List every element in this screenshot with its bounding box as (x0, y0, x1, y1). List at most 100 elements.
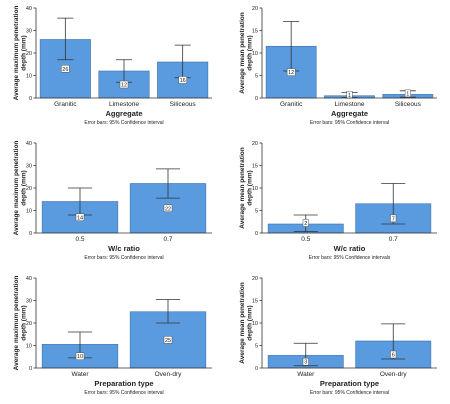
y-axis-title: Average maximum penetrationdepth (mm) (13, 141, 28, 236)
data-label: 16 (180, 78, 186, 84)
x-axis-title: Preparation type (320, 379, 379, 388)
error-bar-note: Error bars: 95% Confidence interval (310, 390, 389, 396)
data-label: 6 (392, 353, 395, 359)
y-tick-label: 20 (26, 186, 32, 192)
chart-panel-middle-left: 0 10 20 30 40 14 0.5 22 0.7 W/c ratio Average maxi… (13, 141, 212, 261)
y-tick-label: 15 (252, 299, 258, 305)
x-category-label: Granitic (54, 101, 77, 108)
y-tick-label: 20 (252, 6, 258, 12)
y-tick-label: 0 (255, 231, 258, 237)
x-category-label: Limestone (109, 101, 139, 108)
error-bar-note: Error bars: 95% Confidence interval (84, 120, 163, 126)
data-label: 25 (165, 338, 171, 344)
y-tick-label: 40 (26, 141, 32, 147)
x-category-label: 0.5 (75, 236, 84, 243)
data-label: 3 (304, 360, 307, 366)
x-category-label: 0.7 (163, 236, 172, 243)
y-tick-label: 20 (252, 141, 258, 147)
data-label-box (390, 350, 397, 359)
x-category-label: Oven-dry (155, 371, 182, 378)
y-tick-label: 10 (26, 344, 32, 350)
y-tick-label: 0 (29, 96, 32, 102)
x-axis-title: W/c ratio (334, 244, 366, 253)
y-axis-title: Average mean penetrationdepth (mm) (239, 282, 254, 363)
y-tick-label: 5 (255, 209, 258, 215)
x-category-label: Siliceous (170, 101, 197, 108)
y-axis-title-line: Average mean penetration (239, 12, 246, 93)
y-tick-label: 30 (26, 299, 32, 305)
data-label-box (302, 219, 309, 227)
data-label: 1 (406, 91, 409, 97)
error-bar-note: Error bars: 95% Confidence interval (84, 390, 163, 396)
y-tick-label: 30 (26, 164, 32, 170)
chart-panel-middle-right: 0 5 10 15 20 2 0.5 7 0.7 W/c ratio Average mean pe… (239, 141, 437, 261)
y-tick-label: 20 (26, 321, 32, 327)
y-axis-title-line: depth (mm) (247, 305, 254, 340)
y-axis-title-line: depth (mm) (21, 35, 28, 70)
y-axis-title: Average mean penetrationdepth (mm) (239, 147, 254, 228)
data-label-box (404, 89, 411, 98)
y-tick-label: 10 (26, 209, 32, 215)
data-label: 12 (288, 70, 294, 76)
y-axis-title-line: Average mean penetration (239, 282, 246, 363)
data-label-box (119, 80, 129, 89)
y-tick-label: 0 (29, 366, 32, 372)
x-axis-title: Aggregate (105, 109, 142, 118)
x-category-label: Water (297, 371, 315, 378)
error-bar-note: Error bars: 95% Confidence intervals (309, 255, 391, 261)
data-label-box (163, 204, 173, 212)
error-bar-note: Error bars: 95% Confidence interval (84, 255, 163, 261)
y-axis-title-line: depth (mm) (21, 305, 28, 340)
y-tick-label: 40 (26, 6, 32, 12)
data-label-box (75, 352, 85, 360)
y-tick-label: 0 (255, 96, 258, 102)
data-label-box (302, 357, 309, 366)
y-tick-label: 0 (29, 231, 32, 237)
data-label: 10 (77, 354, 83, 360)
y-axis-title: Average maximum penetrationdepth (mm) (13, 276, 28, 371)
x-axis-title: W/c ratio (108, 244, 140, 253)
y-tick-label: 5 (255, 74, 258, 80)
data-label-box (61, 65, 70, 73)
y-tick-label: 5 (255, 344, 258, 350)
error-bar-note: Error bars: 95% Confidence interval (310, 120, 389, 126)
data-label: 14 (77, 215, 83, 221)
y-tick-label: 10 (252, 321, 258, 327)
y-tick-label: 15 (252, 29, 258, 35)
chart-panel-top-right: 0 5 10 15 20 12 Granitic 1 Limestone 1 Siliceous Ag… (239, 6, 437, 126)
data-label-box (75, 213, 85, 221)
x-category-label: Limestone (335, 101, 365, 108)
y-axis-title-line: depth (mm) (21, 170, 28, 205)
data-label: 26 (62, 67, 68, 73)
data-label: 1 (348, 93, 351, 99)
x-axis-title: Aggregate (331, 109, 368, 118)
y-axis-title-line: Average maximum penetration (13, 141, 20, 236)
y-axis-title: Average maximum penetrationdepth (mm) (13, 6, 28, 101)
data-label-box (286, 68, 296, 76)
y-tick-label: 40 (26, 276, 32, 282)
x-category-label: Water (71, 371, 89, 378)
x-category-label: Granitic (280, 101, 303, 108)
x-category-label: Oven-dry (380, 371, 407, 378)
y-tick-label: 15 (252, 164, 258, 170)
y-tick-label: 0 (255, 366, 258, 372)
data-label: 22 (165, 206, 171, 212)
y-tick-label: 10 (252, 51, 258, 57)
x-category-label: 0.7 (389, 236, 398, 243)
y-tick-label: 10 (26, 74, 32, 80)
data-label: 2 (304, 221, 307, 227)
data-label-box (390, 214, 397, 223)
y-axis-title-line: depth (mm) (247, 170, 254, 205)
data-label: 12 (121, 83, 127, 89)
y-tick-label: 20 (26, 51, 32, 57)
y-axis-title: Average mean penetrationdepth (mm) (239, 12, 254, 93)
y-axis-title-line: Average maximum penetration (13, 6, 20, 101)
x-category-label: 0.5 (301, 236, 310, 243)
chart-panel-top-left: 0 10 20 30 40 26 Granitic 12 Limestone 16 Siliceou… (13, 6, 212, 126)
x-category-label: Siliceous (395, 101, 422, 108)
y-axis-title-line: depth (mm) (247, 35, 254, 70)
x-axis-title: Preparation type (94, 379, 153, 388)
